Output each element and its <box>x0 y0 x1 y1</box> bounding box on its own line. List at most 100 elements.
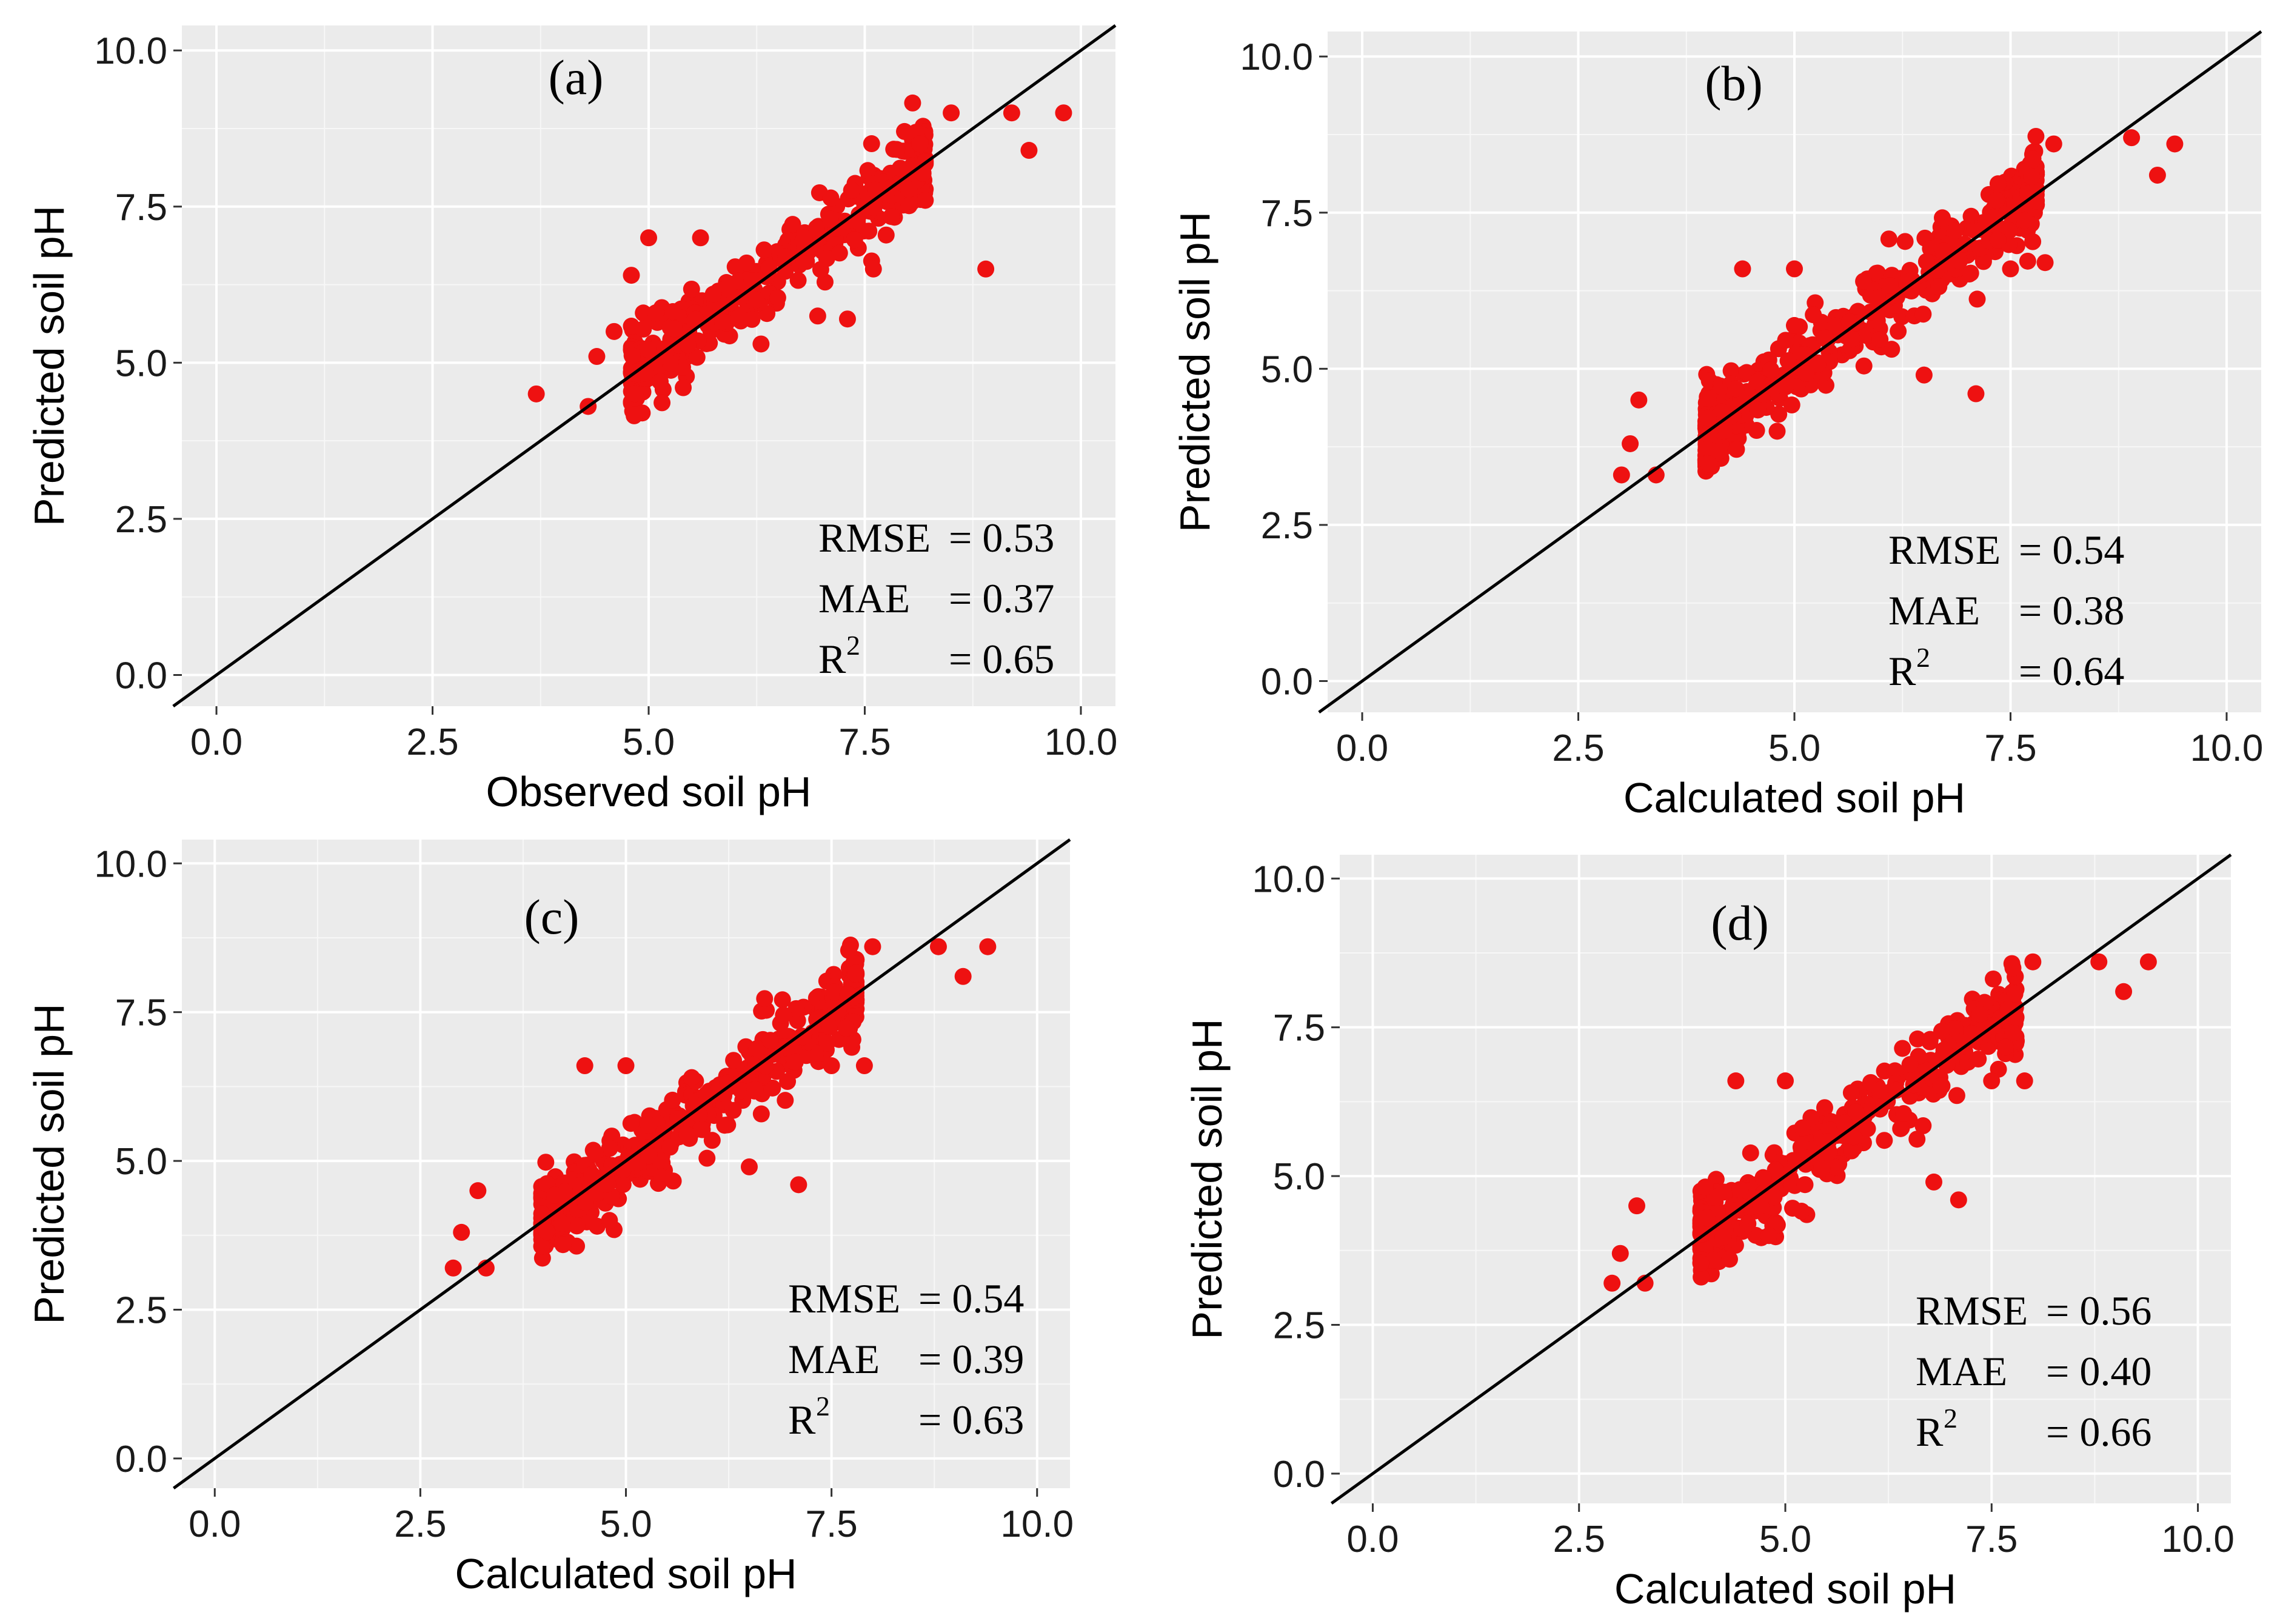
y-axis-title: Predicted soil pH <box>25 206 73 526</box>
data-point <box>538 1223 555 1240</box>
data-point <box>683 280 700 298</box>
data-point <box>1847 1103 1865 1121</box>
data-point <box>1894 1040 1911 1057</box>
data-point <box>2019 252 2036 270</box>
data-point <box>546 1186 563 1204</box>
data-point <box>1895 1104 1913 1122</box>
data-point <box>732 1082 750 1100</box>
y-tick-label: 2.5 <box>1261 505 1313 547</box>
data-point <box>1968 290 1986 308</box>
one-to-one-line <box>172 838 1071 1490</box>
data-point <box>605 322 623 340</box>
data-point <box>1793 1203 1810 1220</box>
data-point <box>2045 135 2062 153</box>
data-point <box>1754 1169 1772 1186</box>
panel-d: 0.0 2.5 5.0 7.5 10.0 0.0 2.5 5.0 7.5 10.0 Calculat… <box>1183 853 2235 1612</box>
data-point <box>444 1259 462 1277</box>
data-point <box>2027 127 2045 145</box>
data-point <box>1765 1188 1783 1206</box>
data-point <box>1794 1119 1811 1137</box>
data-point <box>859 162 877 179</box>
data-point <box>1896 233 1914 250</box>
data-point <box>1055 104 1072 122</box>
data-point <box>738 254 755 272</box>
metric-superscript: 2 <box>1944 1403 1957 1434</box>
data-point <box>725 1052 743 1069</box>
data-point <box>1731 1181 1749 1198</box>
data-point <box>818 250 835 267</box>
data-point <box>678 1126 696 1143</box>
data-point <box>687 310 704 328</box>
data-point <box>1783 396 1800 414</box>
data-point <box>2139 953 2157 971</box>
data-point <box>1777 378 1794 396</box>
metric-label: R <box>1916 1409 1944 1455</box>
data-point <box>1770 406 1788 423</box>
data-point <box>979 938 997 955</box>
metric-value: = 0.56 <box>2046 1288 2151 1334</box>
data-point <box>774 991 791 1009</box>
data-point <box>669 1110 687 1128</box>
data-point <box>588 348 606 366</box>
data-point <box>1603 1274 1621 1292</box>
data-point <box>840 941 857 959</box>
metric-value: = 0.40 <box>2046 1348 2151 1394</box>
data-point <box>1988 192 2005 209</box>
y-tick-label: 7.5 <box>115 992 167 1034</box>
x-tick-label: 5.0 <box>623 721 675 763</box>
data-point <box>1797 364 1815 382</box>
data-point <box>637 364 654 382</box>
data-point <box>1692 1254 1710 1272</box>
data-point <box>583 1166 601 1183</box>
data-point <box>1714 1228 1732 1246</box>
x-tick-label: 0.0 <box>1346 1519 1399 1560</box>
data-point <box>1901 1056 1919 1074</box>
data-point <box>568 1237 586 1255</box>
data-point <box>1946 1020 1964 1037</box>
data-point <box>635 320 652 338</box>
data-point <box>1699 390 1717 408</box>
one-to-one-line <box>1330 853 2232 1505</box>
data-point <box>1700 409 1717 427</box>
data-point <box>954 967 972 985</box>
data-point <box>1934 242 1952 260</box>
data-point <box>769 289 786 307</box>
data-point <box>760 259 778 276</box>
data-point <box>469 1182 487 1200</box>
data-point <box>877 226 895 244</box>
data-point <box>527 385 545 403</box>
y-tick-label: 2.5 <box>115 1290 167 1332</box>
x-tick-label: 5.0 <box>1768 727 1820 769</box>
data-point <box>756 990 774 1007</box>
data-point <box>1762 361 1780 379</box>
metric-value: = 0.39 <box>918 1336 1024 1382</box>
panel-c: 0.0 2.5 5.0 7.5 10.0 0.0 2.5 5.0 7.5 10.0 Calculat… <box>25 838 1074 1597</box>
data-point <box>795 229 813 247</box>
data-point <box>675 379 692 396</box>
data-point <box>1728 441 1745 458</box>
y-tick-label: 0.0 <box>1261 661 1313 703</box>
data-point <box>748 291 766 309</box>
data-point <box>1777 1072 1794 1090</box>
data-point <box>883 208 900 226</box>
data-point <box>2090 953 2108 971</box>
data-point <box>1859 1103 1877 1120</box>
data-point <box>855 1057 873 1075</box>
data-point <box>831 244 848 262</box>
data-point <box>1855 273 1873 290</box>
data-point <box>809 307 826 325</box>
data-point <box>1705 1251 1722 1269</box>
data-point <box>1983 1072 2001 1090</box>
data-point <box>1779 352 1797 370</box>
data-point <box>752 335 770 353</box>
data-point <box>1628 1197 1645 1215</box>
y-tick-label: 2.5 <box>115 499 167 541</box>
metric-superscript: 2 <box>846 630 860 661</box>
metric-label: RMSE <box>1888 527 2001 573</box>
y-tick-label: 0.0 <box>115 1439 167 1480</box>
data-point <box>1951 252 1968 270</box>
data-point <box>1908 1131 1926 1148</box>
data-point <box>917 192 934 209</box>
scatter-points <box>1613 127 2184 484</box>
data-point <box>647 304 664 322</box>
